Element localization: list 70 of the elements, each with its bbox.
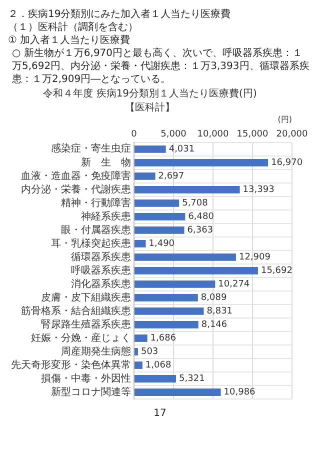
bar bbox=[134, 199, 180, 207]
data-label: 8,089 bbox=[200, 293, 227, 304]
x-tick-label: 10,000 bbox=[197, 129, 230, 140]
y-tick-label: 神経系疾患 bbox=[81, 210, 131, 222]
x-tick-label: 15,000 bbox=[236, 129, 269, 140]
data-label: 8,146 bbox=[201, 320, 228, 330]
y-tick-label: 先天奇形変形・染色体異常 bbox=[11, 358, 131, 371]
y-tick-label: 耳・乳様突起疾患 bbox=[51, 237, 131, 250]
chart-subtitle: 【医科計】 bbox=[125, 102, 175, 114]
data-label: 10,986 bbox=[224, 388, 256, 398]
data-label: 503 bbox=[140, 347, 158, 358]
y-tick-label: 周産期発生病態 bbox=[61, 345, 131, 358]
x-tick-label: 20,000 bbox=[276, 129, 308, 140]
bar bbox=[134, 308, 204, 315]
data-label: 6,363 bbox=[187, 226, 214, 236]
bar bbox=[134, 226, 184, 234]
bar bbox=[134, 375, 176, 382]
bar bbox=[134, 212, 186, 220]
text: （１）医科計（調剤を含む） bbox=[8, 21, 139, 34]
y-tick-label: 損傷・中毒・外因性 bbox=[41, 372, 131, 384]
data-label: 1,490 bbox=[148, 239, 175, 250]
y-tick-label: 眼・付属器疾患 bbox=[61, 224, 131, 236]
y-tick-label: 内分泌・栄養・代謝疾患 bbox=[21, 183, 131, 196]
bar bbox=[134, 253, 236, 261]
bar bbox=[134, 321, 198, 328]
text: ２．疾病19分類別にみた加入者１人当たり医療費 bbox=[8, 8, 232, 21]
data-label: 16,970 bbox=[271, 158, 303, 168]
bar bbox=[134, 362, 142, 369]
x-tick-label: 0 bbox=[131, 129, 138, 140]
bar bbox=[134, 158, 268, 166]
data-label: 4,031 bbox=[168, 144, 195, 154]
bar bbox=[134, 280, 216, 288]
x-tick-label: 5,000 bbox=[160, 129, 187, 140]
y-tick-label: 循環器系疾患 bbox=[71, 250, 131, 263]
y-tick-label: 呼吸器系疾患 bbox=[71, 264, 131, 276]
bar bbox=[134, 266, 258, 274]
data-label: 10,274 bbox=[218, 280, 250, 290]
y-tick-label: 皮膚・皮下組織疾患 bbox=[41, 291, 131, 304]
text: ○ 新生物が１万6,970円と最も高く、次いで、呼吸器系疾患：１万5,692円、内分泌・栄養・代謝疾患：１万3,393円、循環器系疾患：１万2,909円―となっている。 bbox=[11, 47, 310, 86]
y-tick-label: 新 生 物 bbox=[81, 156, 131, 168]
y-tick-label: 腎尿路生殖器系疾患 bbox=[41, 318, 131, 330]
data-label: 5,321 bbox=[179, 374, 205, 384]
text: ① 加入者１人当たり医療費 bbox=[8, 34, 132, 47]
data-label: 15,692 bbox=[260, 266, 292, 276]
data-label: 5,708 bbox=[182, 198, 208, 209]
y-tick-label: 消化器系疾患 bbox=[71, 278, 131, 290]
data-label: 1,686 bbox=[150, 334, 176, 344]
bar bbox=[134, 240, 146, 248]
bar bbox=[134, 334, 148, 342]
chart-title: 令和４年度 疾病19分類別１人当たり医療費(円) bbox=[43, 88, 257, 100]
bar bbox=[134, 145, 166, 153]
bar bbox=[134, 348, 138, 356]
y-tick-label: 筋骨格系・結合組織疾患 bbox=[21, 304, 131, 317]
bar bbox=[134, 186, 240, 194]
data-label: 6,480 bbox=[188, 212, 214, 222]
data-label: 8,831 bbox=[206, 306, 233, 317]
y-tick-label: 血液・造血器・免疫障害 bbox=[21, 170, 131, 182]
data-label: 12,909 bbox=[238, 252, 271, 263]
data-label: 1,068 bbox=[145, 360, 172, 371]
bar bbox=[134, 388, 221, 396]
y-tick-label: 妊娠・分娩・産じょく bbox=[31, 332, 131, 344]
data-label: 13,393 bbox=[242, 185, 274, 196]
bar bbox=[134, 172, 156, 180]
y-tick-label: 新型コロナ関連等 bbox=[51, 386, 131, 398]
x-axis-title: (円) bbox=[278, 114, 292, 124]
text: 17 bbox=[152, 408, 168, 420]
y-tick-label: 精神・行動障害 bbox=[61, 196, 131, 209]
y-tick-label: 感染症・寄生虫症 bbox=[51, 142, 131, 155]
bar bbox=[134, 294, 198, 302]
data-label: 2,697 bbox=[158, 172, 184, 182]
